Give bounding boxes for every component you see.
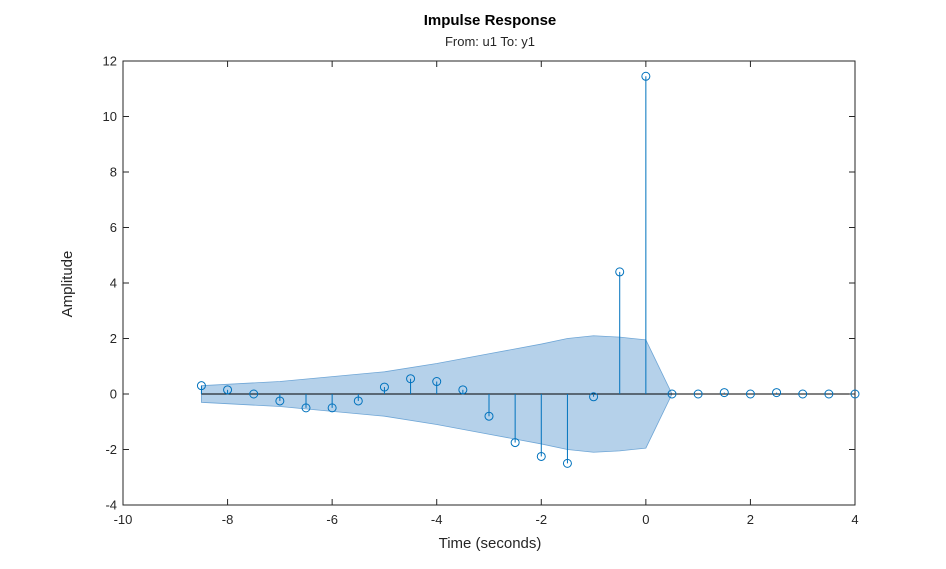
y-tick-label: 4 xyxy=(110,276,117,291)
stem-marker xyxy=(327,403,337,413)
stem-marker xyxy=(196,381,206,391)
x-tick-label: -10 xyxy=(114,512,133,527)
x-tick-label: -6 xyxy=(326,512,338,527)
stem-marker xyxy=(353,396,363,406)
stem-marker xyxy=(824,389,834,399)
stem-marker xyxy=(249,389,259,399)
chart-title: Impulse Response xyxy=(424,12,557,29)
x-tick-label: 2 xyxy=(747,512,754,527)
stem-marker xyxy=(275,396,285,406)
stem-marker xyxy=(850,389,860,399)
stem-marker xyxy=(223,385,233,395)
y-tick-label: 12 xyxy=(103,54,117,69)
x-tick-label: -8 xyxy=(222,512,234,527)
axes-box xyxy=(122,60,856,506)
y-tick-label: -4 xyxy=(105,498,117,513)
stem-marker xyxy=(510,438,520,448)
stem-marker xyxy=(589,392,599,402)
y-tick-label: -2 xyxy=(105,442,117,457)
stem-marker xyxy=(484,411,494,421)
y-tick-label: 2 xyxy=(110,331,117,346)
x-tick-label: -4 xyxy=(431,512,443,527)
stem-marker xyxy=(798,389,808,399)
y-tick-label: 0 xyxy=(110,387,117,402)
stem-marker xyxy=(719,388,729,398)
stem-marker xyxy=(536,451,546,461)
y-tick-label: 10 xyxy=(103,109,117,124)
x-tick-label: -2 xyxy=(536,512,548,527)
stem-marker xyxy=(301,403,311,413)
x-axis-label: Time (seconds) xyxy=(439,535,542,552)
stem-marker xyxy=(458,385,468,395)
stem-marker xyxy=(693,389,703,399)
stem-marker xyxy=(615,267,625,277)
stem-marker xyxy=(772,388,782,398)
stem-marker xyxy=(641,71,651,81)
stem-marker xyxy=(406,374,416,384)
y-tick-label: 6 xyxy=(110,220,117,235)
stem-marker xyxy=(667,389,677,399)
stem-marker xyxy=(379,382,389,392)
stem-marker xyxy=(562,458,572,468)
x-tick-label: 4 xyxy=(851,512,858,527)
x-tick-label: 0 xyxy=(642,512,649,527)
stem-marker xyxy=(432,377,442,387)
y-tick-label: 8 xyxy=(110,165,117,180)
plot-area: -10 -8 -6 -4 -2 0 2 4 -4 -2 0 2 4 6 8 10 12 xyxy=(103,54,860,527)
y-axis-label: Amplitude xyxy=(59,251,76,318)
stem-marker xyxy=(745,389,755,399)
chart-subtitle: From: u1 To: y1 xyxy=(445,34,535,49)
